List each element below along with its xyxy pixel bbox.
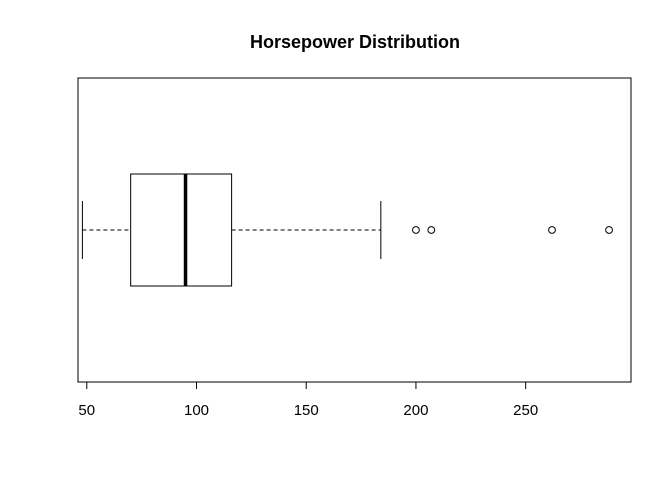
- chart-title: Horsepower Distribution: [250, 32, 460, 52]
- x-tick-label-250: 250: [513, 402, 538, 419]
- x-axis: 50 100 150 200 250: [78, 381, 538, 419]
- iqr-box: [130, 173, 233, 287]
- outlier-point-200: [412, 226, 420, 234]
- outlier-point-262: [548, 226, 556, 234]
- outlier-point-288: [605, 226, 613, 234]
- outlier-group: [412, 226, 613, 234]
- x-tick-label-50: 50: [78, 402, 95, 419]
- box-group: [81, 173, 382, 287]
- x-tick-label-200: 200: [403, 402, 428, 419]
- x-tick-label-150: 150: [294, 402, 319, 419]
- x-tick-label-100: 100: [184, 402, 209, 419]
- outlier-point-207: [427, 226, 436, 234]
